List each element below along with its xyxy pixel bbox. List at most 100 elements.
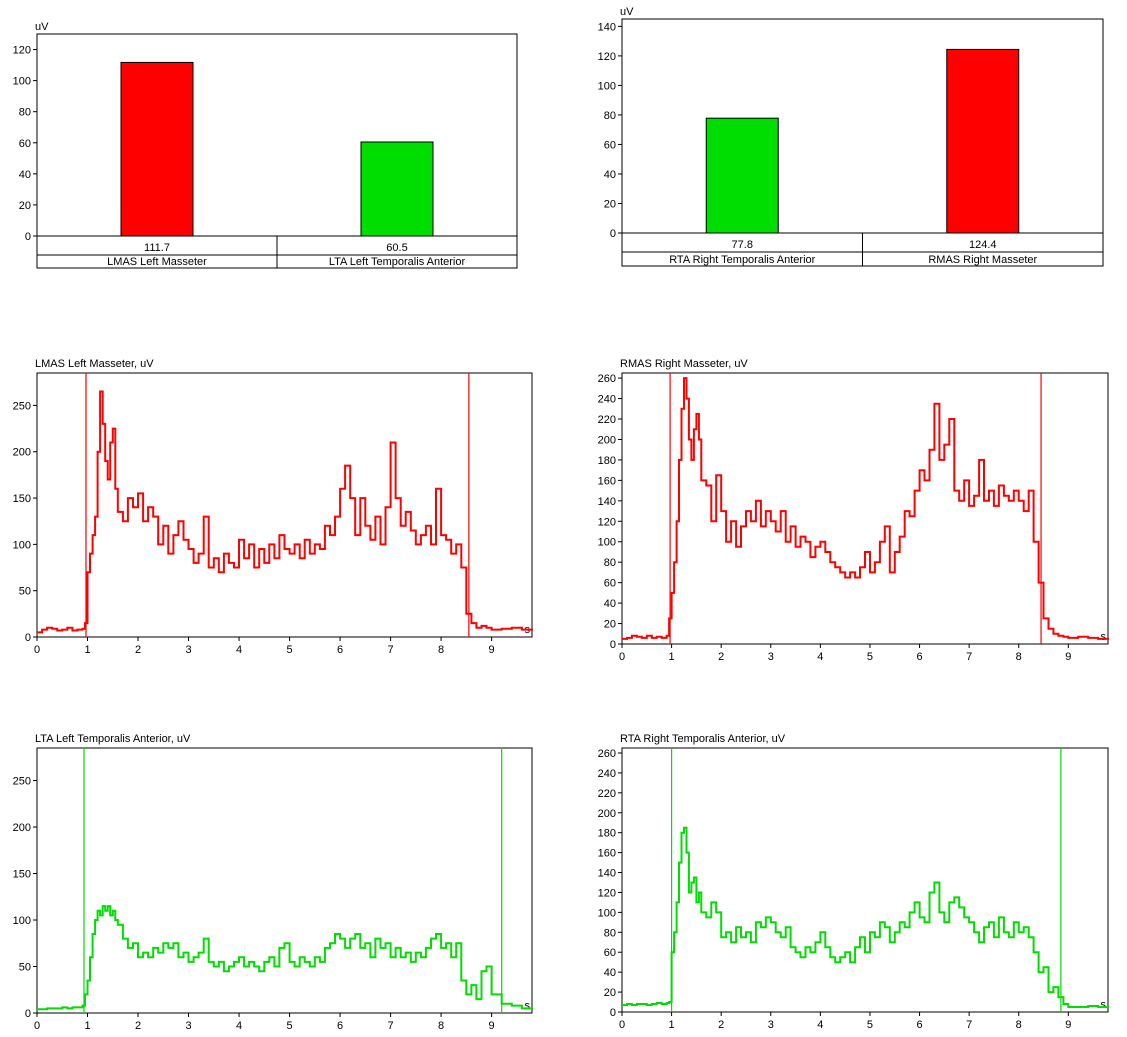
y-tick-label: 200 <box>598 434 616 446</box>
x-tick-label: 8 <box>1016 651 1022 663</box>
trace-frame <box>621 372 1109 645</box>
trace-title: LTA Left Temporalis Anterior, uV <box>35 733 191 745</box>
y-tick-label: 20 <box>604 198 616 210</box>
bar-chart-frame <box>36 33 518 269</box>
y-axis-unit-label: uV <box>35 21 49 33</box>
y-tick-label: 140 <box>598 21 616 33</box>
trace-title: LMAS Left Masseter, uV <box>35 358 154 370</box>
emg-trace-chart-3: LTA Left Temporalis Anterior, uV05010015… <box>13 733 533 1032</box>
y-tick-label: 100 <box>13 915 31 927</box>
y-tick-label: 240 <box>598 394 616 406</box>
y-tick-label: 60 <box>604 947 616 959</box>
y-tick-label: 50 <box>19 586 31 598</box>
x-tick-label: 2 <box>718 651 724 663</box>
y-tick-label: 100 <box>13 539 31 551</box>
bar-value-label: 124.4 <box>969 239 997 251</box>
y-tick-label: 40 <box>604 598 616 610</box>
y-tick-label: 100 <box>598 537 616 549</box>
y-tick-label: 20 <box>604 619 616 631</box>
bar <box>705 117 779 234</box>
y-tick-label: 250 <box>13 400 31 412</box>
x-tick-label: 2 <box>718 1019 724 1031</box>
emg-trace-chart-4: RTA Right Temporalis Anterior, uV0204060… <box>598 733 1109 1031</box>
bar-chart-1: uV 0 20 40 60 80 100 120 111.7 LMAS Left Masseter… <box>13 21 518 269</box>
y-tick-label: 0 <box>25 1008 31 1020</box>
y-tick-label: 80 <box>604 557 616 569</box>
y-tick-label: 100 <box>598 907 616 919</box>
bar-category-label: RTA Right Temporalis Anterior <box>669 254 815 266</box>
x-tick-label: 4 <box>817 1019 823 1031</box>
bar <box>360 141 434 237</box>
x-tick-label: 5 <box>867 1019 873 1031</box>
trace-title: RMAS Right Masseter, uV <box>620 358 748 370</box>
x-tick-label: 3 <box>185 644 191 656</box>
y-tick-label: 200 <box>598 808 616 820</box>
x-tick-label: 1 <box>84 644 90 656</box>
trace-frame <box>36 747 533 1014</box>
y-tick-label: 80 <box>19 107 31 119</box>
y-tick-label: 0 <box>25 632 31 644</box>
x-tick-label: 8 <box>438 1020 444 1032</box>
y-tick-label: 0 <box>610 639 616 651</box>
x-tick-label: 0 <box>34 1020 40 1032</box>
emg-trace-chart-1: LMAS Left Masseter, uV 0 50 100 150 200 250 0 1 2… <box>13 358 533 656</box>
x-tick-label: 3 <box>768 651 774 663</box>
x-tick-label: 6 <box>916 1019 922 1031</box>
trace-frame <box>621 747 1109 1013</box>
y-tick-label: 180 <box>598 455 616 467</box>
y-tick-label: 160 <box>598 475 616 487</box>
x-axis-unit-label: s <box>525 1000 531 1012</box>
emg-trace-line <box>622 826 1109 1008</box>
y-tick-label: 60 <box>19 138 31 150</box>
x-tick-label: 9 <box>489 644 495 656</box>
x-axis-unit-label: s <box>1101 999 1107 1011</box>
y-tick-label: 220 <box>598 414 616 426</box>
y-tick-label: 180 <box>598 828 616 840</box>
x-tick-label: 3 <box>185 1020 191 1032</box>
y-tick-label: 60 <box>604 578 616 590</box>
x-tick-label: 9 <box>489 1020 495 1032</box>
y-tick-label: 260 <box>598 373 616 385</box>
x-tick-label: 0 <box>34 644 40 656</box>
y-tick-label: 80 <box>604 927 616 939</box>
y-tick-label: 0 <box>610 228 616 240</box>
y-tick-label: 160 <box>598 848 616 860</box>
x-tick-label: 1 <box>669 651 675 663</box>
x-tick-label: 1 <box>669 1019 675 1031</box>
x-tick-label: 5 <box>867 651 873 663</box>
y-tick-label: 20 <box>604 987 616 999</box>
y-tick-label: 100 <box>598 80 616 92</box>
bar-chart-frame <box>621 18 1104 267</box>
y-tick-label: 120 <box>598 887 616 899</box>
y-tick-label: 0 <box>25 231 31 243</box>
y-tick-label: 150 <box>13 493 31 505</box>
y-tick-label: 140 <box>598 496 616 508</box>
trace-frame <box>36 372 533 638</box>
x-tick-label: 9 <box>1065 651 1071 663</box>
x-tick-label: 6 <box>916 651 922 663</box>
x-tick-label: 2 <box>135 1020 141 1032</box>
bar <box>120 61 194 237</box>
x-tick-label: 8 <box>1016 1019 1022 1031</box>
y-tick-label: 200 <box>13 447 31 459</box>
y-tick-label: 100 <box>13 76 31 88</box>
emg-trace-line <box>622 377 1109 640</box>
y-tick-label: 80 <box>604 110 616 122</box>
x-tick-label: 8 <box>438 644 444 656</box>
bar-value-label: 111.7 <box>144 242 170 254</box>
x-tick-label: 0 <box>619 651 625 663</box>
emg-trace-line <box>37 905 533 1011</box>
y-tick-label: 0 <box>610 1007 616 1019</box>
bar-value-label: 77.8 <box>732 239 753 251</box>
x-tick-label: 7 <box>388 644 394 656</box>
x-tick-label: 4 <box>236 644 242 656</box>
x-tick-label: 9 <box>1065 1019 1071 1031</box>
y-tick-label: 150 <box>13 869 31 881</box>
y-tick-label: 120 <box>598 51 616 63</box>
x-tick-label: 6 <box>337 1020 343 1032</box>
x-tick-label: 0 <box>619 1019 625 1031</box>
x-tick-label: 2 <box>135 644 141 656</box>
x-axis-unit-label: s <box>1101 631 1107 643</box>
emg-trace-chart-2: RMAS Right Masseter, uV02040608010012014… <box>598 358 1109 663</box>
